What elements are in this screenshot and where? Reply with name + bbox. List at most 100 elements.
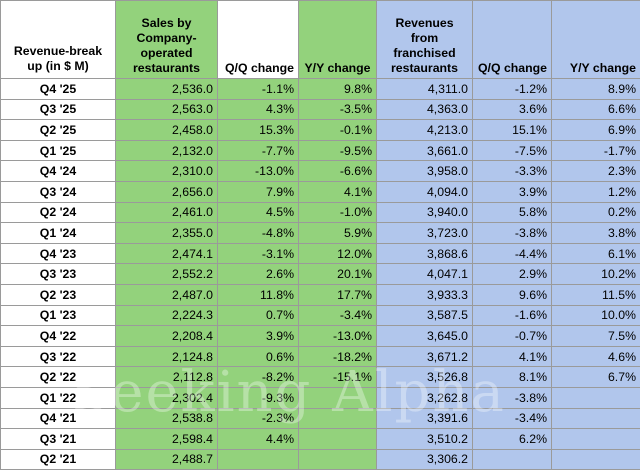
cell-franchise-qq: 6.2% — [473, 429, 552, 450]
cell-company-yy: 9.8% — [299, 79, 377, 100]
cell-period: Q3 '21 — [1, 429, 116, 450]
cell-company-qq: 15.3% — [218, 120, 299, 141]
cell-period: Q3 '24 — [1, 181, 116, 202]
cell-company-qq: -13.0% — [218, 161, 299, 182]
cell-company-sales: 2,458.0 — [116, 120, 218, 141]
cell-franchise-yy — [552, 449, 640, 470]
cell-franchise-revenue: 3,526.8 — [377, 367, 473, 388]
cell-franchise-yy: 6.9% — [552, 120, 640, 141]
cell-company-yy: -1.0% — [299, 202, 377, 223]
cell-company-sales: 2,310.0 — [116, 161, 218, 182]
cell-franchise-revenue: 3,958.0 — [377, 161, 473, 182]
cell-franchise-qq — [473, 449, 552, 470]
cell-franchise-yy: 3.8% — [552, 223, 640, 244]
cell-company-qq: 4.5% — [218, 202, 299, 223]
cell-company-qq: -9.3% — [218, 387, 299, 408]
cell-period: Q4 '25 — [1, 79, 116, 100]
cell-company-sales: 2,208.4 — [116, 326, 218, 347]
cell-franchise-revenue: 3,940.0 — [377, 202, 473, 223]
cell-franchise-qq: 2.9% — [473, 264, 552, 285]
cell-company-sales: 2,563.0 — [116, 99, 218, 120]
cell-company-qq: 3.9% — [218, 326, 299, 347]
cell-company-yy: 5.9% — [299, 223, 377, 244]
cell-franchise-qq: 3.6% — [473, 99, 552, 120]
cell-company-qq: 0.7% — [218, 305, 299, 326]
cell-franchise-revenue: 3,587.5 — [377, 305, 473, 326]
cell-franchise-yy: 6.6% — [552, 99, 640, 120]
cell-company-yy: 4.1% — [299, 181, 377, 202]
header-company-qq: Q/Q change — [218, 1, 299, 79]
cell-franchise-yy — [552, 429, 640, 450]
cell-franchise-revenue: 3,933.3 — [377, 284, 473, 305]
cell-franchise-qq: -3.8% — [473, 223, 552, 244]
header-row: Revenue-break up (in $ M) Sales by Compa… — [1, 1, 640, 79]
cell-franchise-revenue: 4,094.0 — [377, 181, 473, 202]
header-company-yy: Y/Y change — [299, 1, 377, 79]
cell-period: Q3 '22 — [1, 346, 116, 367]
cell-franchise-yy: 8.9% — [552, 79, 640, 100]
cell-franchise-revenue: 3,262.8 — [377, 387, 473, 408]
cell-franchise-yy — [552, 408, 640, 429]
cell-company-yy — [299, 387, 377, 408]
cell-franchise-revenue: 3,868.6 — [377, 243, 473, 264]
cell-company-sales: 2,488.7 — [116, 449, 218, 470]
cell-company-yy: -9.5% — [299, 140, 377, 161]
cell-period: Q2 '24 — [1, 202, 116, 223]
cell-franchise-yy: 10.0% — [552, 305, 640, 326]
cell-franchise-revenue: 3,645.0 — [377, 326, 473, 347]
cell-company-yy — [299, 429, 377, 450]
cell-franchise-qq: -3.3% — [473, 161, 552, 182]
cell-period: Q2 '22 — [1, 367, 116, 388]
cell-period: Q3 '25 — [1, 99, 116, 120]
header-period: Revenue-break up (in $ M) — [1, 1, 116, 79]
cell-franchise-revenue: 3,671.2 — [377, 346, 473, 367]
revenue-table-view: Revenue-break up (in $ M) Sales by Compa… — [0, 0, 640, 447]
cell-company-sales: 2,355.0 — [116, 223, 218, 244]
cell-company-yy: -0.1% — [299, 120, 377, 141]
cell-period: Q4 '22 — [1, 326, 116, 347]
cell-company-qq: -7.7% — [218, 140, 299, 161]
cell-franchise-qq: 4.1% — [473, 346, 552, 367]
cell-period: Q1 '23 — [1, 305, 116, 326]
cell-franchise-yy: 10.2% — [552, 264, 640, 285]
cell-company-yy: -6.6% — [299, 161, 377, 182]
header-company-sales: Sales by Company-operated restaurants — [116, 1, 218, 79]
cell-franchise-qq: -0.7% — [473, 326, 552, 347]
cell-company-qq: -2.3% — [218, 408, 299, 429]
cell-franchise-yy: 4.6% — [552, 346, 640, 367]
cell-franchise-yy: 7.5% — [552, 326, 640, 347]
cell-company-yy: -18.2% — [299, 346, 377, 367]
cell-company-sales: 2,598.4 — [116, 429, 218, 450]
cell-franchise-revenue: 4,047.1 — [377, 264, 473, 285]
cell-franchise-qq: -1.6% — [473, 305, 552, 326]
cell-franchise-qq: 8.1% — [473, 367, 552, 388]
cell-company-sales: 2,538.8 — [116, 408, 218, 429]
cell-company-yy: -13.0% — [299, 326, 377, 347]
cell-franchise-yy — [552, 387, 640, 408]
cell-company-sales: 2,474.1 — [116, 243, 218, 264]
cell-company-qq: 2.6% — [218, 264, 299, 285]
cell-company-qq: -8.2% — [218, 367, 299, 388]
cell-company-sales: 2,536.0 — [116, 79, 218, 100]
cell-franchise-revenue: 3,661.0 — [377, 140, 473, 161]
cell-period: Q2 '21 — [1, 449, 116, 470]
cell-franchise-qq: 5.8% — [473, 202, 552, 223]
cell-company-sales: 2,124.8 — [116, 346, 218, 367]
cell-franchise-revenue: 3,306.2 — [377, 449, 473, 470]
cell-company-qq: 4.3% — [218, 99, 299, 120]
cell-company-yy: 20.1% — [299, 264, 377, 285]
cell-company-sales: 2,487.0 — [116, 284, 218, 305]
cell-company-sales: 2,224.3 — [116, 305, 218, 326]
cell-company-qq: 4.4% — [218, 429, 299, 450]
